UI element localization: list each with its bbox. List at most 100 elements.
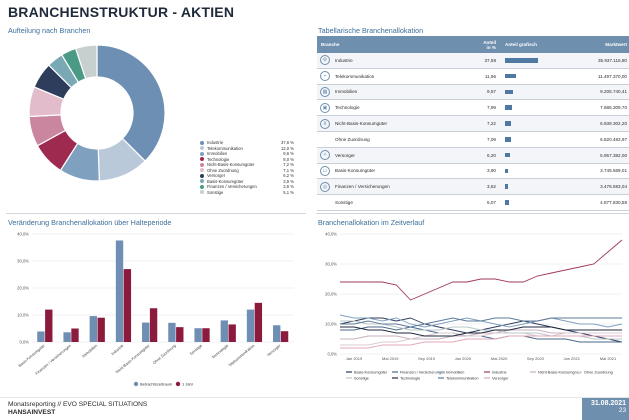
table-body: ⚙ Industrie 37,58 35.937.115,80 ⌁ Telekommuni… [317,53,629,211]
branche-label: Telekommunikation [335,73,375,79]
cell-marktwert: 6.820.483,97 [600,136,627,142]
share-bar [505,89,514,95]
legend-value: 12,0 % [280,145,294,151]
cell-anteil: 37,58 [484,57,497,63]
y-tick-label: 10,0% [325,322,337,327]
y-tick-label: 0,0% [19,340,29,345]
legend-swatch [200,146,204,151]
table-row: ⊻ Nicht-Basis-Konsumgüter 7,22 6.939.302,20 [317,116,629,132]
legend-label: 1 Jahr [182,382,194,387]
cell-anteil-grafisch [499,105,589,111]
x-tick-label: Telekommunikation [228,344,255,368]
cell-anteil: 7,22 [487,121,496,127]
legend-label: Industrie [207,140,224,146]
legend-label: Basis-Konsumgüter [207,178,244,184]
legend-item: Telekommunikation 12,0 % [200,146,294,152]
legend-item: Nicht-Basis-Konsumgüter 7,2 % [200,162,294,168]
share-bar [505,121,512,126]
divider [316,213,629,214]
x-tick-label: Mai 2021 [600,356,617,361]
bar [123,269,132,342]
x-tick-label: Jan 2020 [455,356,472,361]
legend-item: Sonstige 5,1 % [200,190,294,196]
table-panel-title: Tabellarische Branchenallokation [318,26,424,35]
legend-label: Finanzen / Versicherungen [207,184,257,190]
page-title: BRANCHENSTRUKTUR - AKTIEN [8,4,235,20]
footer-company: HANSAINVEST [8,409,56,416]
bar [45,309,53,342]
legend-swatch [200,140,204,145]
series-line [340,332,622,346]
legend-label: Betrachtszeitraum [140,382,173,387]
cell-anteil: 7,99 [487,105,496,111]
x-tick-label: Sep 2019 [418,356,436,361]
cell-branche: ▦ Immobilien [317,86,477,97]
share-bar [505,73,516,79]
table-row: Sonstige 5,07 4.877.830,58 [317,195,629,211]
legend-item: Versorger 6,2 % [200,173,294,179]
branche-label: Basis-Konsumgüter [335,168,376,174]
x-tick-label: Industrie [111,344,125,356]
donut-panel-title: Aufteilung nach Branchen [8,26,91,35]
x-tick-label: Sep 2020 [527,356,545,361]
share-bar [505,58,538,63]
legend-item: Technologie 8,0 % [200,157,294,163]
legend-item: Finanzen / Versicherungen 3,6 % [200,184,294,190]
y-tick-label: 40,0% [325,232,337,237]
bar [228,324,236,342]
table-row: ▦ Immobilien 9,57 9.205.740,41 [317,84,629,101]
cell-anteil: 3,90 [487,168,496,174]
legend-label: Industrie [492,370,507,374]
donut-slice [74,44,98,80]
legend-swatch [175,381,181,387]
chip-icon: ▣ [320,102,330,113]
legend-label: Technologie [400,376,420,380]
cell-anteil-grafisch [499,137,589,142]
y-tick-label: 0,0% [327,352,337,357]
bar [220,320,228,342]
cell-branche: ▣ Technologie [317,102,477,113]
cell-anteil: 7,09 [487,136,496,142]
bar [142,322,150,342]
cell-branche: ⊔ Basis-Konsumgüter [317,165,477,176]
donut-slice [96,44,166,162]
legend-value: 3,6 % [283,184,294,190]
branche-label: Versorger [335,152,355,158]
legend-item: Ohne Zuordnung 7,1 % [200,168,294,174]
legend-swatch [133,381,139,387]
donut-chart [28,44,166,182]
bar [202,328,210,342]
legend-swatch [200,173,204,178]
series-line [340,317,622,328]
header-branche: Branche [321,42,340,47]
cell-marktwert: 4.877.830,58 [600,200,627,206]
branche-label: Immobilien [335,89,358,95]
allocation-table: Branche Anteil in % Anteil grafisch Mark… [317,36,629,211]
header-marktwert: Marktwert [605,42,627,47]
legend-swatch [200,162,204,167]
coin-icon: ◎ [320,181,330,192]
bar [115,240,124,342]
date-box: 31.08.2021 23 [582,398,629,420]
legend-label: Finanzen / Versicherungen [400,370,445,374]
header-anteil-grafisch: Anteil grafisch [505,42,537,47]
branche-label: Nicht-Basis-Konsumgüter [335,121,388,127]
x-tick-label: Immobilien [82,344,99,359]
bar [273,325,281,342]
share-bar [505,200,510,205]
bar [176,327,184,342]
bar [280,331,289,342]
legend-swatch [200,151,204,156]
x-tick-label: Mai 2020 [491,356,508,361]
table-row: ✧ Versorger 6,20 5.957.382,00 [317,147,629,164]
bar [71,328,79,342]
legend-label: Telekommunikation [446,376,479,380]
y-tick-label: 20,0% [17,286,29,291]
x-tick-label: Ohne Zuordnung [152,344,177,366]
legend-label: Telekommunikation [207,145,243,151]
y-tick-label: 40,0% [17,232,29,237]
divider [6,213,306,214]
legend-item: Basis-Konsumgüter 3,9 % [200,179,294,185]
cell-anteil-grafisch [499,73,589,79]
x-tick-label: Jan 2021 [563,356,580,361]
